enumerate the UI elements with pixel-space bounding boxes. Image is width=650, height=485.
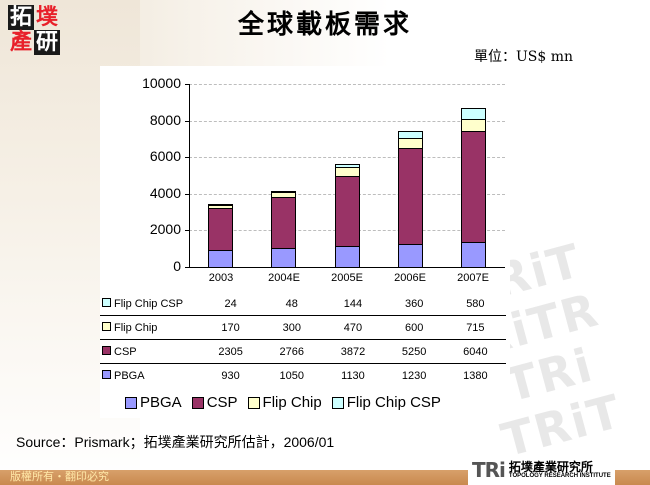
y-axis [189,84,190,267]
row-label: Flip Chip CSP [100,292,200,316]
legend-swatch-icon [125,396,137,409]
bar-segment-flip-chip-csp [335,164,360,168]
legend-swatch-icon [102,369,111,379]
y-tick-mark [185,194,189,195]
y-tick-mark [185,121,189,122]
y-tick-label: 2000 [149,221,181,237]
table-cell: 2766 [261,339,323,364]
table-cell: 1230 [383,363,445,387]
legend-swatch-icon [331,396,344,409]
legend-item: Flip Chip [247,394,322,411]
legend-swatch-icon [102,297,111,307]
table-cell: 715 [444,315,506,340]
table-cell: 48 [285,297,298,310]
bar-segment-csp [208,208,233,251]
table-cell: 1380 [444,363,506,387]
x-tick-label: 2004E [268,272,300,284]
bar-segment-flip-chip [461,118,486,132]
y-tick-label: 10000 [142,75,181,91]
row-label: CSP [100,339,200,364]
company-logo: 拓 墣 產 研 [8,5,60,55]
table-row: Flip Chip 170 300 470 600 715 [100,315,506,340]
bar-segment-pbga [208,250,233,268]
table-row: Flip Chip CSP 24 48 144 360 580 [100,292,506,316]
bar-segment-csp [335,175,360,247]
table-cell: 5250 [383,339,445,364]
x-tick-label: 2006E [394,272,426,284]
gridline [189,121,505,122]
bar-segment-csp [461,131,486,243]
table-cell: 144 [343,297,363,310]
bar-segment-csp [398,148,423,245]
table-cell: 930 [200,363,262,387]
x-tick-label: 2007E [457,272,489,284]
logo-char: 產 [9,29,32,55]
row-label: PBGA [100,363,200,387]
table-row: PBGA 930 1050 1130 1230 1380 [100,363,506,387]
y-tick-mark [185,157,189,158]
legend-swatch-icon [102,345,111,355]
y-tick-label: 4000 [149,185,181,201]
legend-swatch-icon [191,396,204,409]
legend-label: Flip Chip [262,394,322,411]
row-label: Flip Chip [100,315,200,340]
page-title: 全球載板需求 [237,10,412,40]
bar-segment-pbga [461,242,486,268]
y-tick-mark [185,230,189,231]
logo-char: 拓 [8,4,34,30]
org-name-cn: 拓墣產業研究所 [508,460,593,474]
y-tick-label: 8000 [149,112,181,128]
tri-logo: TRi 拓墣產業研究所 TOPOLOGY RESEARCH INSTITUTE [468,455,615,485]
source-note: Source：Prismark；拓墣產業研究所估計，2006/01 [16,434,335,450]
y-tick-label: 0 [173,258,181,274]
legend-item: PBGA [125,394,182,411]
table-cell: 600 [383,315,445,340]
legend-item: Flip Chip CSP [331,394,441,411]
table-cell: 2305 [200,339,262,364]
gridline [189,157,505,158]
copyright-text: 版權所有・翻印必究 [10,471,109,483]
bar-segment-flip-chip-csp [208,204,233,206]
table-cell: 470 [322,315,384,340]
data-table: Flip Chip CSP 24 48 144 360 580 Flip Chip 170 30… [100,292,506,387]
unit-label: 單位：US$ mn [474,49,574,65]
gridline [189,84,505,85]
table-cell: 1130 [322,363,384,387]
table-cell: 300 [261,315,323,340]
org-name-en: TOPOLOGY RESEARCH INSTITUTE [508,473,611,479]
table-row: CSP 2305 2766 3872 5250 6040 [100,339,506,364]
bar-segment-flip-chip-csp [271,191,296,193]
logo-char: 研 [34,29,60,55]
table-cell: 170 [200,315,262,340]
legend-label: Flip Chip CSP [346,394,441,411]
bar-segment-flip-chip [335,167,360,177]
legend-swatch-icon [247,396,260,409]
logo-char: 墣 [35,4,58,30]
bar-segment-csp [271,197,296,249]
table-cell: 580 [466,297,485,310]
table-cell: 3872 [322,339,384,364]
chart-legend: PBGA CSP Flip Chip Flip Chip CSP [125,394,441,411]
bar-segment-flip-chip-csp [398,131,423,139]
x-tick-label: 2003 [208,272,234,284]
bar-segment-flip-chip-csp [461,108,486,120]
bar-segment-pbga [335,246,360,268]
table-cell: 1050 [261,363,323,387]
y-tick-mark [185,267,189,268]
y-tick-mark [185,84,189,85]
table-cell: 24 [224,297,237,310]
y-tick-label: 6000 [149,148,181,164]
table-cell: 360 [404,297,424,310]
bar-segment-pbga [271,248,296,268]
tri-mark: TRi [472,458,506,482]
table-cell: 6040 [444,339,506,364]
legend-swatch-icon [102,321,111,331]
legend-label: PBGA [140,394,182,411]
x-tick-label: 2005E [331,272,363,284]
legend-label: CSP [206,394,238,411]
bar-segment-pbga [398,244,423,268]
legend-item: CSP [191,394,238,411]
